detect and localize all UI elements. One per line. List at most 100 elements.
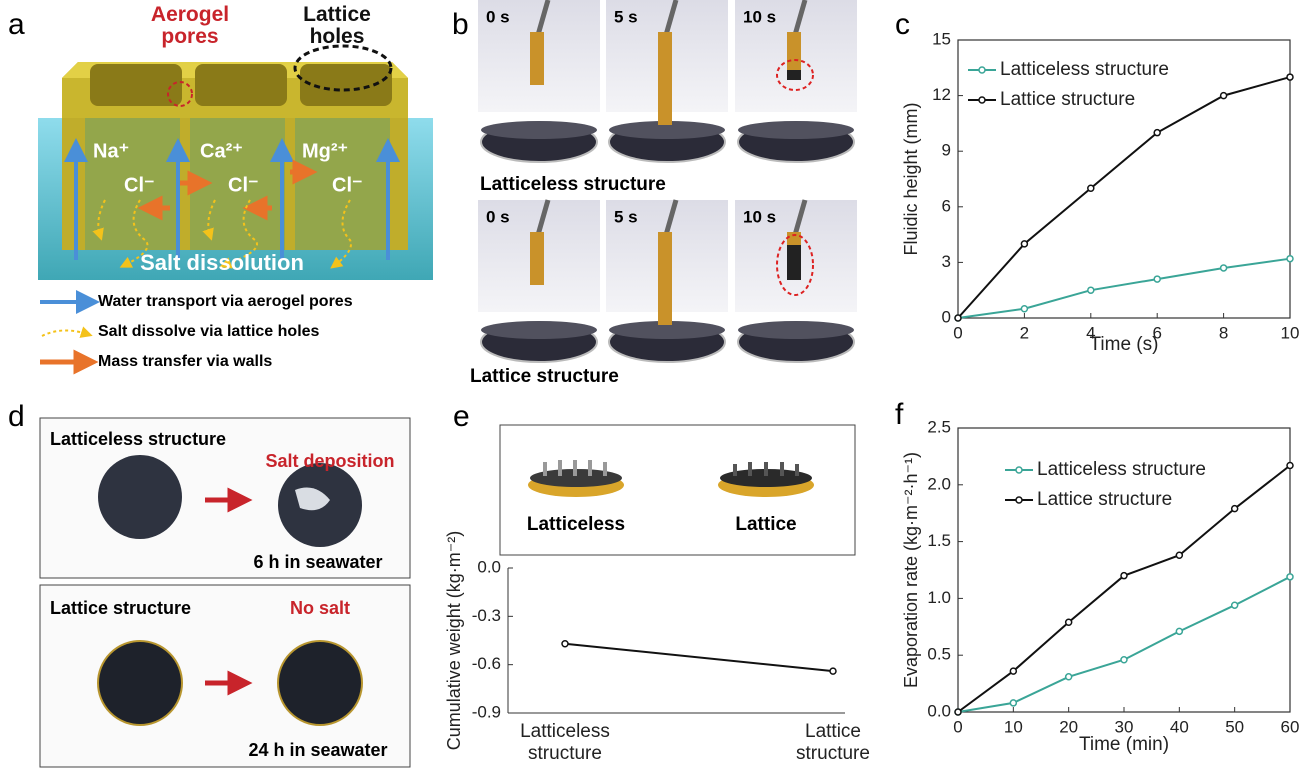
series-line: [958, 577, 1290, 712]
data-point: [1121, 573, 1127, 579]
y-tick-label: 2.0: [927, 474, 951, 493]
sample-photo: [98, 455, 182, 539]
series-line: [565, 644, 833, 671]
cation-label: Na⁺: [93, 140, 129, 162]
x-tick-label: 50: [1225, 717, 1244, 736]
sample-strip: [658, 232, 672, 325]
figure-canvas: a Na⁺ Ca²⁺ Mg²⁺ Cl⁻ Cl⁻ Cl⁻ Salt dissolu…: [0, 0, 1309, 775]
box-title: Latticeless structure: [50, 429, 226, 449]
cation-label: Mg²⁺: [302, 140, 348, 162]
dish-rim: [738, 321, 854, 339]
y-tick-label: 1.0: [927, 588, 951, 607]
time-label: 24 h in seawater: [248, 740, 387, 760]
dish-rim: [481, 321, 597, 339]
sample-strip: [658, 32, 672, 125]
caption: Latticeless structure: [480, 174, 666, 195]
y-axis-label: Evaporation rate (kg·m⁻²·h⁻¹): [901, 452, 921, 688]
time-label: 5 s: [614, 207, 638, 226]
dish-rim: [738, 121, 854, 139]
data-point: [955, 709, 961, 715]
panel-letter: d: [8, 400, 25, 433]
y-tick-label: -0.9: [472, 702, 501, 721]
data-point: [1010, 700, 1016, 706]
data-point: [1154, 130, 1160, 136]
data-point: [1221, 93, 1227, 99]
cation-label: Ca²⁺: [200, 140, 243, 162]
data-point: [1066, 619, 1072, 625]
y-tick-label: 3: [942, 252, 951, 271]
x-tick-label: 60: [1281, 717, 1300, 736]
time-label: 10 s: [743, 7, 776, 26]
time-label: 0 s: [486, 207, 510, 226]
panel-letter: a: [8, 8, 25, 41]
legend-marker: [979, 67, 985, 73]
series-line: [958, 259, 1290, 318]
sample-label: Lattice: [735, 514, 796, 535]
x-axis-label: Time (min): [1079, 734, 1169, 755]
legend-label: Latticeless structure: [1000, 59, 1169, 80]
x-tick-label: Lattice structure: [771, 721, 895, 765]
data-point: [1232, 602, 1238, 608]
panel-letter: f: [895, 398, 904, 431]
time-label: 5 s: [614, 7, 638, 26]
result-label: Salt deposition: [265, 451, 394, 471]
y-tick-label: 0.0: [477, 557, 501, 576]
caption: Lattice structure: [470, 366, 619, 387]
legend-marker: [979, 97, 985, 103]
sample-label: Latticeless: [527, 514, 625, 535]
data-point: [1154, 276, 1160, 282]
data-point: [955, 315, 961, 321]
x-tick-label: 20: [1059, 717, 1078, 736]
time-label: 10 s: [743, 207, 776, 226]
x-tick-label: 0: [953, 717, 962, 736]
legend-text: Salt dissolve via lattice holes: [98, 323, 320, 340]
data-point: [1232, 506, 1238, 512]
data-point: [1121, 657, 1127, 663]
y-tick-label: 9: [942, 141, 951, 160]
y-tick-label: -0.6: [472, 654, 501, 673]
sample-strip: [530, 232, 544, 285]
legend-label: Latticeless structure: [1037, 459, 1206, 480]
data-point: [1287, 574, 1293, 580]
y-tick-label: -0.3: [472, 606, 501, 625]
holes-label: Lattice holes: [282, 4, 392, 48]
data-point: [1021, 306, 1027, 312]
x-tick-label: 40: [1170, 717, 1189, 736]
time-label: 0 s: [486, 7, 510, 26]
anion-label: Cl⁻: [332, 174, 363, 196]
lattice-diagram: [38, 46, 433, 280]
panel-letter: e: [453, 400, 470, 433]
y-tick-label: 2.5: [927, 417, 951, 436]
y-tick-label: 0.0: [927, 701, 951, 720]
data-point: [1066, 674, 1072, 680]
legend-arrow: [42, 330, 87, 336]
legend-marker: [1016, 467, 1022, 473]
data-point: [1176, 628, 1182, 634]
sample-photo: [278, 641, 362, 725]
data-point: [562, 641, 568, 647]
y-tick-label: 6: [942, 196, 951, 215]
data-point: [1176, 552, 1182, 558]
wet-part: [787, 245, 801, 280]
legend-label: Lattice structure: [1037, 489, 1172, 510]
x-axis-label: Time (s): [1090, 334, 1159, 355]
result-label: No salt: [290, 598, 350, 618]
panel-letter: c: [895, 8, 910, 41]
legend-text: Water transport via aerogel pores: [98, 293, 353, 310]
legend-text: Mass transfer via walls: [98, 353, 272, 370]
data-point: [1287, 256, 1293, 262]
box-title: Lattice structure: [50, 598, 191, 618]
dish-rim: [481, 121, 597, 139]
y-tick-label: 12: [932, 85, 951, 104]
dissolution-label: Salt dissolution: [140, 250, 304, 275]
legend-label: Lattice structure: [1000, 89, 1135, 110]
x-tick-label: 2: [1020, 323, 1029, 342]
y-axis-label: Cumulative weight (kg·m⁻²): [444, 531, 464, 751]
x-tick-label: Latticeless structure: [503, 721, 627, 765]
legend-marker: [1016, 497, 1022, 503]
x-tick-label: 10: [1281, 323, 1300, 342]
data-point: [1010, 668, 1016, 674]
y-tick-label: 15: [932, 29, 951, 48]
data-point: [1287, 462, 1293, 468]
pores-label: Aerogel pores: [130, 4, 250, 48]
